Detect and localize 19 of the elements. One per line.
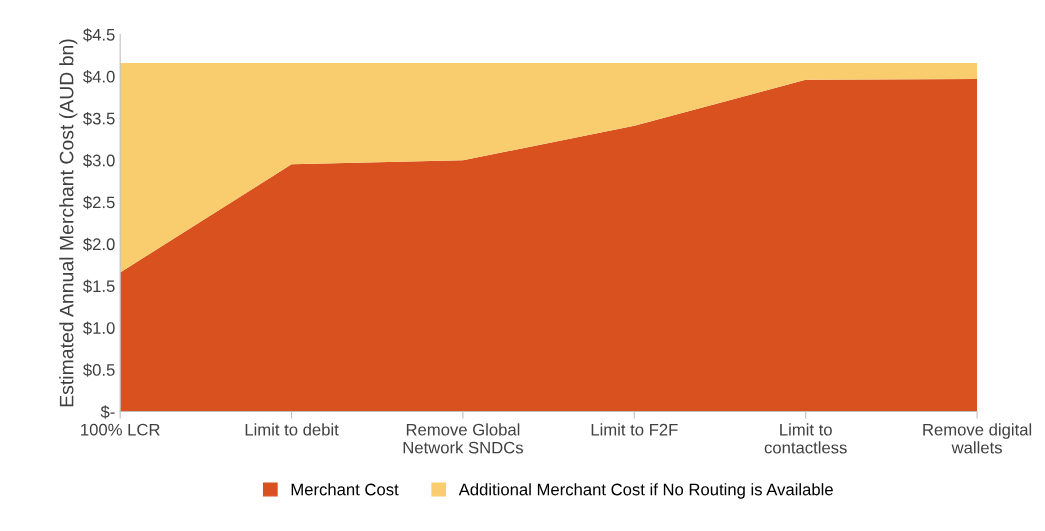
y-tick-label: $4.5 bbox=[83, 28, 115, 42]
x-tick-label: Remove digital wallets bbox=[923, 423, 1032, 454]
legend-label: Merchant Cost bbox=[291, 483, 399, 496]
y-tick-label: $0.5 bbox=[83, 363, 115, 377]
x-tick-label: Limit to F2F bbox=[591, 423, 678, 436]
x-tick-label: Limit to contactless bbox=[764, 423, 847, 454]
y-tick-label: $2.5 bbox=[83, 195, 115, 210]
y-tick-label: $2.0 bbox=[83, 237, 115, 252]
y-tick-label: $3.0 bbox=[83, 153, 115, 168]
y-tick-label: $4.0 bbox=[83, 70, 115, 84]
y-tick-label: $- bbox=[100, 405, 115, 419]
x-tick-label: Remove Global Network SNDCs bbox=[403, 423, 523, 454]
y-axis-title: Estimated Annual Merchant Cost (AUD bn) bbox=[59, 39, 78, 407]
y-tick-label: $1.0 bbox=[83, 321, 115, 335]
x-tick-label: Limit to debit bbox=[245, 423, 339, 436]
legend-label: Additional Merchant Cost if No Routing is Available bbox=[458, 483, 833, 499]
y-tick-label: $3.5 bbox=[83, 112, 115, 126]
x-tick-label: 100% LCR bbox=[81, 423, 160, 436]
y-tick-label: $1.5 bbox=[83, 279, 115, 294]
